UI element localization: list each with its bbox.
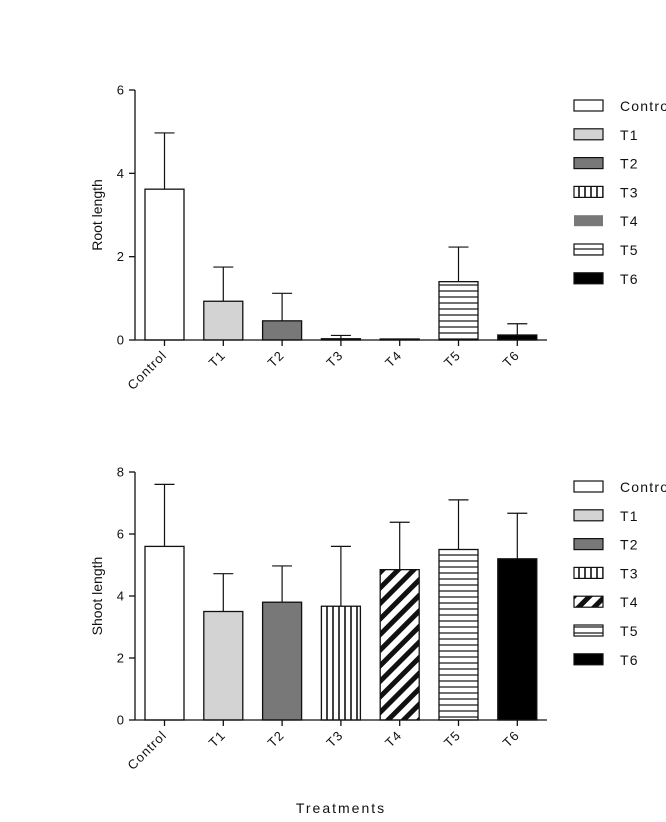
legend-label: T4 [620, 594, 639, 610]
bar [438, 281, 479, 341]
legend-label: Control [620, 98, 666, 114]
x-tick-label: T5 [441, 348, 464, 371]
legend-swatch [573, 537, 604, 551]
legend-swatch [573, 128, 604, 141]
legend-label: Control [620, 479, 666, 495]
legend-label: T2 [620, 537, 639, 553]
legend-swatch [573, 509, 604, 522]
legend-swatch [573, 653, 604, 666]
y-tick-label: 6 [117, 527, 124, 542]
y-axis-title: Root length [89, 179, 105, 251]
y-axis-title: Shoot length [89, 557, 105, 636]
x-tick-label: T3 [323, 728, 346, 751]
x-tick-label: T6 [500, 728, 523, 751]
legend-swatch [573, 157, 604, 170]
y-tick-label: 4 [117, 166, 124, 181]
x-tick-label: T4 [382, 728, 405, 751]
legend-label: T3 [620, 565, 639, 581]
legend-label: T1 [620, 508, 639, 524]
x-tick-label: T6 [500, 348, 523, 371]
legend-label: T3 [620, 184, 639, 200]
x-tick-label: T3 [323, 348, 346, 371]
legend-label: T4 [620, 213, 639, 229]
legend-swatch [573, 624, 604, 637]
y-tick-label: 8 [117, 465, 124, 480]
shoot-length-chart: 0 2 4 6 8 Shoot length Control T1 T2 T3 T4 T5 T6 Cont… [89, 465, 666, 773]
y-tick-label: 2 [117, 249, 124, 264]
x-tick-label: T1 [206, 348, 229, 371]
bar [203, 610, 244, 721]
bar [320, 605, 362, 721]
bar [261, 601, 303, 721]
bar [379, 569, 420, 721]
x-tick-label: Control [124, 348, 169, 393]
bar [497, 334, 538, 341]
x-tick-label: T1 [206, 728, 229, 751]
x-tick-label: T5 [441, 728, 464, 751]
legend-swatch [573, 185, 604, 198]
legend-swatch [573, 480, 604, 493]
y-tick-label: 0 [117, 333, 124, 348]
y-tick-label: 6 [117, 83, 124, 98]
legend-swatch [574, 215, 603, 227]
legend-swatch [573, 99, 604, 112]
bar [144, 545, 185, 721]
x-tick-label: T2 [264, 348, 287, 371]
bar [497, 558, 538, 721]
x-tick-label: Control [124, 728, 169, 773]
bar [261, 320, 303, 341]
legend-swatch [573, 566, 604, 580]
legend-label: T5 [620, 242, 639, 258]
bar [438, 548, 479, 721]
x-tick-label: T4 [382, 348, 405, 371]
legend-label: T1 [620, 127, 639, 143]
legend-label: T5 [620, 623, 639, 639]
legend-swatch [573, 243, 604, 256]
legend-label: T6 [620, 652, 639, 668]
y-tick-label: 2 [117, 651, 124, 666]
y-tick-label: 0 [117, 713, 124, 728]
x-tick-label: T2 [264, 728, 287, 751]
root-length-chart: 0 2 4 6 Root length Control T1 T2 T3 T4 T5 T6 Contro… [89, 83, 666, 393]
legend-label: T2 [620, 156, 639, 172]
legend-label: T6 [620, 271, 639, 287]
legend-swatch [573, 595, 604, 608]
bar [144, 188, 185, 341]
bar [203, 300, 244, 341]
x-axis-title: Treatments [296, 800, 386, 816]
legend-swatch [573, 272, 604, 285]
y-tick-label: 4 [117, 589, 124, 604]
